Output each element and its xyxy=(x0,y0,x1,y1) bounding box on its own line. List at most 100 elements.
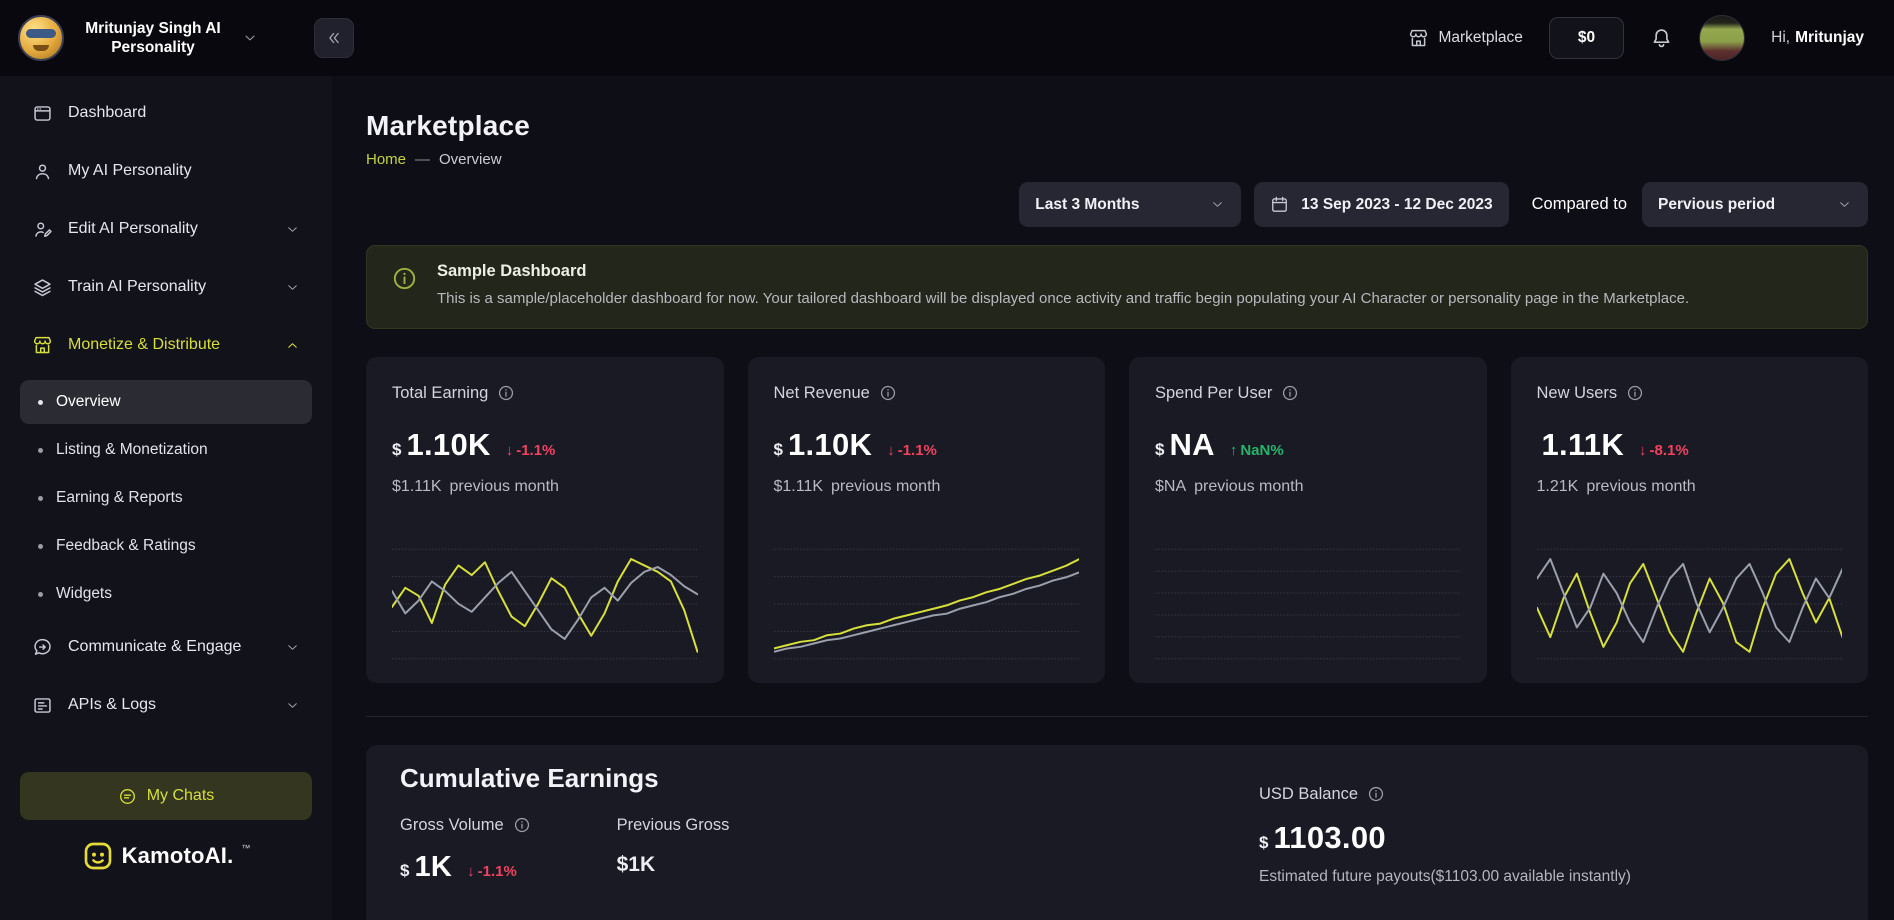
previous-value: $NA xyxy=(1155,477,1187,495)
section-divider xyxy=(366,715,1868,717)
kamoto-logo-icon xyxy=(84,842,111,870)
bullet-dot xyxy=(38,495,43,501)
stat-delta: ↓ -1.1% xyxy=(887,442,937,459)
sidebar-item-dashboard[interactable]: Dashboard xyxy=(20,90,312,136)
sidebar-subitem-label: Earning & Reports xyxy=(56,489,183,506)
logs-icon xyxy=(34,697,51,713)
balance-button[interactable]: $0 xyxy=(1548,17,1625,59)
sidebar-item-label: Edit AI Personality xyxy=(68,220,198,237)
sidebar-subitem-widgets[interactable]: Widgets xyxy=(20,572,312,616)
sidebar-item-edit-ai-personality[interactable]: Edit AI Personality xyxy=(20,206,312,252)
sidebar-subitem-label: Listing & Monetization xyxy=(56,441,208,458)
chevron-down-icon xyxy=(288,226,297,232)
delta-arrow-icon: ↓ xyxy=(1639,441,1647,459)
sidebar-subitem-earning-reports[interactable]: Earning & Reports xyxy=(20,476,312,520)
sidebar-subitem-label: Feedback & Ratings xyxy=(56,537,196,554)
sidebar-item-monetize-distribute[interactable]: Monetize & Distribute xyxy=(20,322,312,368)
filter-bar: Last 3 Months 13 Sep 2023 - 12 Dec 2023 … xyxy=(366,182,1868,227)
chevron-down-icon xyxy=(288,284,297,290)
previous-gross-value: $1K xyxy=(616,852,656,876)
gross-volume-delta: ↓ -1.1% xyxy=(467,863,517,880)
double-chevron-left-icon xyxy=(329,32,339,44)
chevron-down-icon xyxy=(288,702,297,708)
delta-value: -1.1% xyxy=(477,862,517,880)
sidebar-collapse-button[interactable] xyxy=(314,18,354,58)
stat-value: 1.10K xyxy=(406,426,491,462)
sidebar-item-train-ai-personality[interactable]: Train AI Personality xyxy=(20,264,312,310)
monetize-submenu: Overview Listing & Monetization Earning … xyxy=(20,380,312,616)
date-range-picker[interactable]: 13 Sep 2023 - 12 Dec 2023 xyxy=(1254,182,1509,227)
sidebar-item-apis-logs[interactable]: APIs & Logs xyxy=(20,682,312,728)
info-icon[interactable] xyxy=(879,384,897,402)
stat-label: New Users xyxy=(1536,383,1618,402)
previous-gross-label: Previous Gross xyxy=(616,815,730,834)
stat-value-row: 1.11K ↓ -8.1% xyxy=(1537,427,1843,463)
breadcrumb: Home — Overview xyxy=(366,151,1868,168)
greeting-prefix: Hi, xyxy=(1771,29,1791,46)
previous-gross-block: Previous Gross $1K xyxy=(617,816,730,884)
sidebar-subitem-feedback-ratings[interactable]: Feedback & Ratings xyxy=(20,524,312,568)
stat-previous: $1.11K previous month xyxy=(392,478,698,496)
main-content: Marketplace Home — Overview Last 3 Month… xyxy=(332,76,1894,920)
sidebar-item-my-ai-personality[interactable]: My AI Personality xyxy=(20,148,312,194)
delta-value: -1.1% xyxy=(897,441,937,459)
my-chats-label: My Chats xyxy=(146,787,215,804)
person-edit-icon xyxy=(35,221,52,237)
stat-card-total-earning: Total Earning $ 1.10K ↓ -1.1% $1.11K pre… xyxy=(366,356,724,683)
stat-card-net-revenue: Net Revenue $ 1.10K ↓ -1.1% $1.11K previ… xyxy=(747,356,1105,683)
sidebar: Dashboard My AI Personality Edit AI Pers… xyxy=(0,76,332,920)
payout-note: Estimated future payouts($1103.00 availa… xyxy=(1259,867,1631,885)
gross-volume-value: 1K xyxy=(414,850,453,883)
chevron-down-icon xyxy=(1213,202,1223,207)
sidebar-item-label: Monetize & Distribute xyxy=(68,336,221,353)
sidebar-footer: My Chats KamotoAI. ™ xyxy=(0,748,332,920)
storefront-icon xyxy=(33,336,52,353)
date-range-select[interactable]: Last 3 Months xyxy=(1019,182,1242,227)
spend-per-user-sparkline xyxy=(1155,545,1461,663)
info-icon[interactable] xyxy=(1626,384,1644,402)
info-icon[interactable] xyxy=(497,384,515,402)
compare-period-select[interactable]: Pervious period xyxy=(1642,182,1868,227)
currency-symbol: $ xyxy=(773,439,783,459)
sidebar-subitem-listing-monetization[interactable]: Listing & Monetization xyxy=(20,428,312,472)
brand-name: KamotoAI. xyxy=(121,843,234,868)
workspace-selector[interactable]: Mritunjay Singh AI Personality xyxy=(18,15,290,61)
sidebar-subitem-label: Widgets xyxy=(56,585,112,602)
sidebar-item-billing[interactable]: Billing & Payments xyxy=(20,740,312,748)
sidebar-item-label: APIs & Logs xyxy=(68,696,157,713)
storefront-icon xyxy=(1410,29,1428,46)
sidebar-nav: Dashboard My AI Personality Edit AI Pers… xyxy=(0,76,332,748)
info-icon[interactable] xyxy=(1367,785,1385,803)
usd-balance-value-row: $ 1103.00 xyxy=(1259,820,1834,856)
stat-value-row: $ 1.10K ↓ -1.1% xyxy=(392,427,698,463)
my-chats-button[interactable]: My Chats xyxy=(20,772,312,820)
sidebar-subitem-overview[interactable]: Overview xyxy=(20,380,312,424)
delta-arrow-icon: ↓ xyxy=(505,441,514,459)
chevron-down-icon xyxy=(1840,202,1849,207)
date-range-select-value: Last 3 Months xyxy=(1035,195,1140,213)
info-icon[interactable] xyxy=(513,816,531,834)
stat-card-new-users: New Users 1.11K ↓ -8.1% 1.21K previous m… xyxy=(1510,356,1868,683)
total-earning-sparkline xyxy=(392,545,698,663)
stat-value: 1.11K xyxy=(1541,426,1625,462)
currency-symbol: $ xyxy=(1155,439,1165,459)
user-avatar[interactable] xyxy=(1699,15,1746,61)
marketplace-link[interactable]: Marketplace xyxy=(1408,28,1523,49)
notifications-bell-icon[interactable] xyxy=(1650,27,1673,50)
banner-title: Sample Dashboard xyxy=(437,262,587,280)
dashboard-icon xyxy=(34,105,51,121)
previous-value: $1.11K xyxy=(392,477,442,495)
usd-balance-value: 1103.00 xyxy=(1273,819,1386,855)
previous-value: $1.11K xyxy=(773,477,824,495)
stat-value-row: $ 1.10K ↓ -1.1% xyxy=(774,427,1080,463)
person-icon xyxy=(35,163,50,179)
top-bar: Mritunjay Singh AI Personality Marketpla… xyxy=(0,0,1894,76)
stat-value: NA xyxy=(1169,426,1215,462)
banner-body: This is a sample/placeholder dashboard f… xyxy=(437,290,1690,307)
sidebar-item-communicate-engage[interactable]: Communicate & Engage xyxy=(20,624,312,670)
currency-symbol: $ xyxy=(392,439,402,459)
compare-period-value: Pervious period xyxy=(1658,195,1776,213)
breadcrumb-home[interactable]: Home xyxy=(366,151,407,168)
info-icon[interactable] xyxy=(1281,384,1299,402)
chevron-down-icon xyxy=(245,35,255,41)
